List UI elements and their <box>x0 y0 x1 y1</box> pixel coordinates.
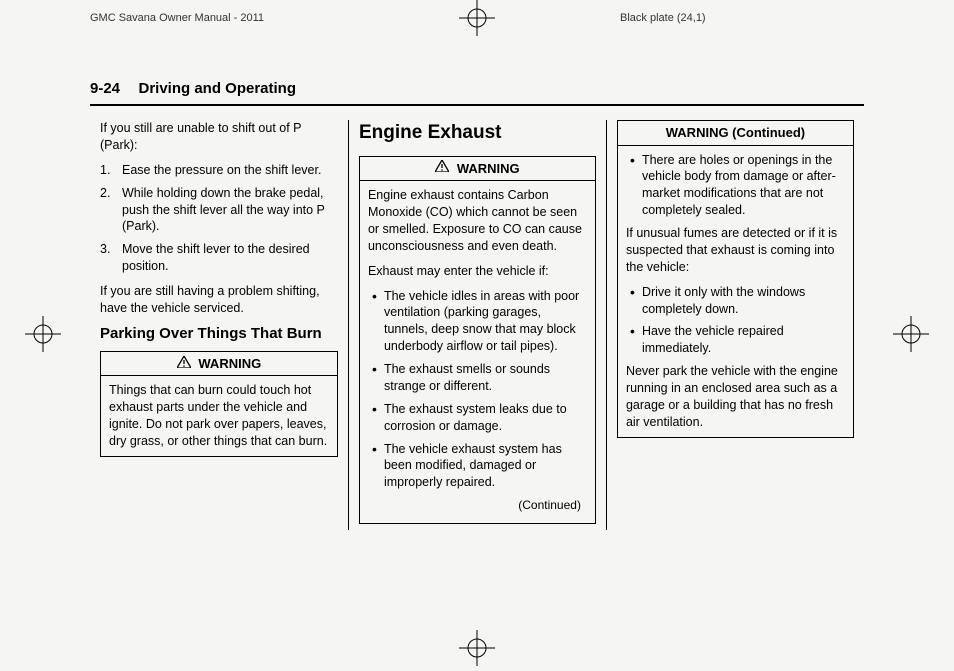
warning-label: WARNING <box>198 356 261 371</box>
list-item: The vehicle exhaust system has been modi… <box>368 441 587 492</box>
content-columns: If you still are unable to shift out of … <box>90 120 864 530</box>
registration-mark-bottom <box>459 630 495 666</box>
page-number: 9-24 <box>90 80 120 97</box>
registration-mark-right <box>893 316 929 352</box>
warning-p-mid: If unusual fumes are detected or if it i… <box>626 225 845 276</box>
procedure-list: Ease the pressure on the shift lever. Wh… <box>100 162 338 275</box>
list-item: Drive it only with the windows completel… <box>626 284 845 318</box>
heading-engine-exhaust: Engine Exhaust <box>359 120 596 146</box>
warning-body: Engine exhaust contains Carbon Monoxide … <box>360 181 595 523</box>
section-title: Driving and Operating <box>138 80 296 97</box>
exhaust-causes-list: The vehicle idles in areas with poor ven… <box>368 288 587 492</box>
warning-triangle-icon <box>435 159 449 177</box>
column-2: Engine Exhaust WARNING Engine exhaust co… <box>348 120 606 530</box>
warning-header: WARNING <box>360 157 595 182</box>
page-content: 9-24 Driving and Operating If you still … <box>90 80 864 530</box>
list-item: The exhaust system leaks due to corrosio… <box>368 401 587 435</box>
plate-label: Black plate (24,1) <box>620 12 706 24</box>
registration-mark-left <box>25 316 61 352</box>
column-1: If you still are unable to shift out of … <box>90 120 348 530</box>
warning-header: WARNING <box>101 352 337 377</box>
continued-label: (Continued) <box>368 497 587 517</box>
list-item: The exhaust smells or sounds strange or … <box>368 361 587 395</box>
warning-label: WARNING <box>457 161 520 176</box>
warning-box-parking: WARNING Things that can burn could touch… <box>100 351 338 457</box>
warning-text: Things that can burn could touch hot exh… <box>109 382 329 450</box>
column-3: WARNING (Continued) There are holes or o… <box>606 120 864 530</box>
subheading-parking: Parking Over Things That Burn <box>100 325 338 343</box>
continued-causes-list: There are holes or openings in the vehic… <box>626 152 845 220</box>
col1-intro: If you still are unable to shift out of … <box>100 120 338 154</box>
warning-box-continued: WARNING (Continued) There are holes or o… <box>617 120 854 438</box>
page-header: 9-24 Driving and Operating <box>90 80 864 106</box>
registration-mark-top <box>459 0 495 36</box>
warning-p1: Engine exhaust contains Carbon Monoxide … <box>368 187 587 255</box>
warning-box-exhaust: WARNING Engine exhaust contains Carbon M… <box>359 156 596 525</box>
actions-list: Drive it only with the windows completel… <box>626 284 845 358</box>
warning-triangle-icon <box>177 355 191 373</box>
list-item: While holding down the brake pedal, push… <box>100 185 338 236</box>
list-item: Move the shift lever to the desired posi… <box>100 241 338 275</box>
warning-label: WARNING (Continued) <box>666 125 805 140</box>
warning-header: WARNING (Continued) <box>618 121 853 146</box>
doc-title: GMC Savana Owner Manual - 2011 <box>90 12 264 24</box>
col1-after-steps: If you are still having a problem shifti… <box>100 283 338 317</box>
list-item: The vehicle idles in areas with poor ven… <box>368 288 587 356</box>
list-item: Ease the pressure on the shift lever. <box>100 162 338 179</box>
list-item: Have the vehicle repaired immediately. <box>626 323 845 357</box>
warning-p-end: Never park the vehicle with the engine r… <box>626 363 845 431</box>
warning-body: Things that can burn could touch hot exh… <box>101 376 337 456</box>
warning-p2: Exhaust may enter the vehicle if: <box>368 263 587 280</box>
warning-body: There are holes or openings in the vehic… <box>618 146 853 437</box>
list-item: There are holes or openings in the vehic… <box>626 152 845 220</box>
